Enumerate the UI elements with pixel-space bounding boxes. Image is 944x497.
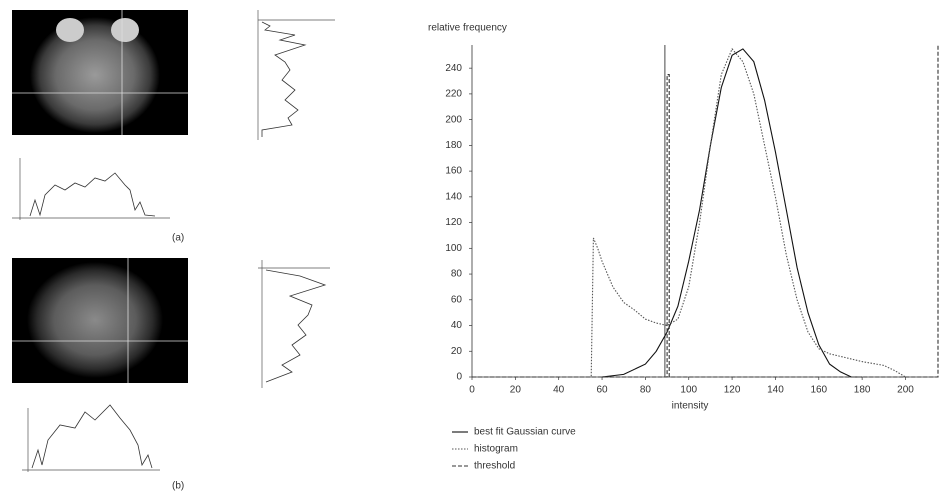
mri-brain [27,262,163,378]
vertical-profile [262,22,305,137]
figure: (a) (b) relative frequency intensity 0 20… [0,0,944,492]
mri-eye [111,18,139,42]
legend-label: threshold [474,461,515,472]
x-tick-label: 200 [897,385,914,396]
y-tick-label: 0 [456,372,462,383]
x-tick-label: 120 [724,385,741,396]
legend-label: best fit Gaussian curve [474,427,576,438]
y-tick-label: 60 [451,294,463,305]
horizontal-profile [32,405,152,468]
x-tick-label: 20 [510,385,522,396]
y-tick-label: 140 [445,191,462,202]
y-tick-label: 40 [451,320,463,331]
x-tick-label: 40 [553,385,565,396]
x-tick-label: 100 [680,385,697,396]
x-tick-label: 0 [469,385,475,396]
figure-label: (b) [172,481,184,492]
x-tick-label: 140 [767,385,784,396]
legend-label: histogram [474,444,518,455]
chart: relative frequency intensity 0 20 40 60 80 10… [428,23,938,472]
mri-eye [56,18,84,42]
y-tick-label: 180 [445,140,462,151]
panel-b: (b) [12,258,330,492]
y-tick-label: 100 [445,243,462,254]
mri-brain [30,17,160,133]
y-tick-label: 80 [451,269,463,280]
figure-label: (a) [172,233,184,244]
series-line [472,49,906,377]
x-tick-label: 60 [596,385,608,396]
x-tick-label: 160 [810,385,827,396]
x-axis-label: intensity [672,401,709,412]
y-tick-label: 20 [451,346,463,357]
y-tick-label: 200 [445,114,462,125]
y-tick-label: 220 [445,89,462,100]
horizontal-profile [30,173,155,216]
y-tick-label: 240 [445,63,462,74]
y-tick-label: 160 [445,166,462,177]
x-tick-label: 80 [640,385,652,396]
vertical-profile [266,270,325,382]
x-tick-label: 180 [854,385,871,396]
panel-a: (a) [12,10,335,244]
y-axis-label: relative frequency [428,23,507,34]
series-line [472,45,938,377]
series-line [602,49,862,377]
y-tick-label: 120 [445,217,462,228]
